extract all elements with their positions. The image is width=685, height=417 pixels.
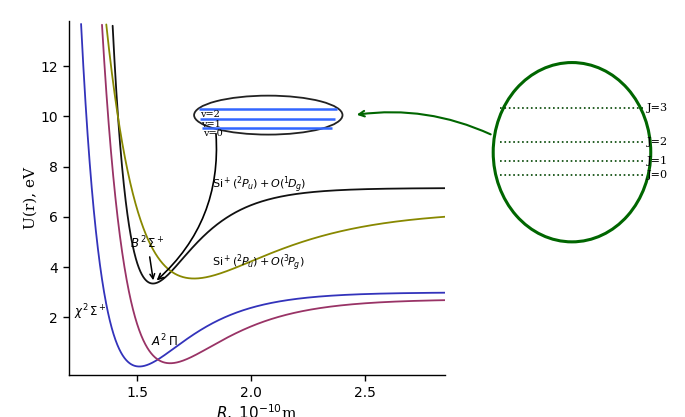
Text: $\chi^2\,\Sigma^+$: $\chi^2\,\Sigma^+$ <box>73 303 106 322</box>
Y-axis label: U(r), eV: U(r), eV <box>24 167 38 229</box>
Text: v=2: v=2 <box>200 111 220 119</box>
Text: $A^2\,\Pi$: $A^2\,\Pi$ <box>151 333 177 350</box>
Text: J=0: J=0 <box>647 170 669 180</box>
Text: $B^{\,2}\,\Sigma^+$: $B^{\,2}\,\Sigma^+$ <box>130 235 165 279</box>
Text: $\mathrm{Si}^+({}^2P_{\!u})+O({}^3\!P_g)$: $\mathrm{Si}^+({}^2P_{\!u})+O({}^3\!P_g)… <box>212 252 305 273</box>
Text: J=1: J=1 <box>647 156 669 166</box>
Text: J=3: J=3 <box>647 103 669 113</box>
Text: v=0: v=0 <box>203 129 223 138</box>
Text: J=2: J=2 <box>647 137 669 147</box>
Text: v=1: v=1 <box>201 120 221 128</box>
X-axis label: $R,\;10^{-10}$m: $R,\;10^{-10}$m <box>216 402 297 417</box>
Text: $\mathrm{Si}^+({}^2P_{\!u})+O({}^1\!D_g)$: $\mathrm{Si}^+({}^2P_{\!u})+O({}^1\!D_g)… <box>212 174 307 195</box>
